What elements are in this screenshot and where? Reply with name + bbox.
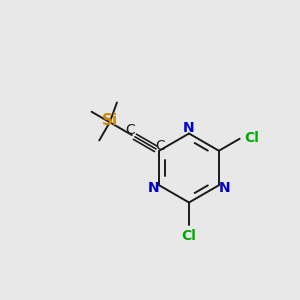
- Text: C: C: [155, 139, 165, 153]
- Text: Si: Si: [102, 113, 118, 128]
- Text: Cl: Cl: [182, 229, 196, 243]
- Text: Cl: Cl: [244, 130, 259, 145]
- Text: N: N: [218, 181, 230, 195]
- Text: N: N: [183, 121, 195, 135]
- Text: C: C: [125, 124, 135, 137]
- Text: N: N: [148, 181, 160, 195]
